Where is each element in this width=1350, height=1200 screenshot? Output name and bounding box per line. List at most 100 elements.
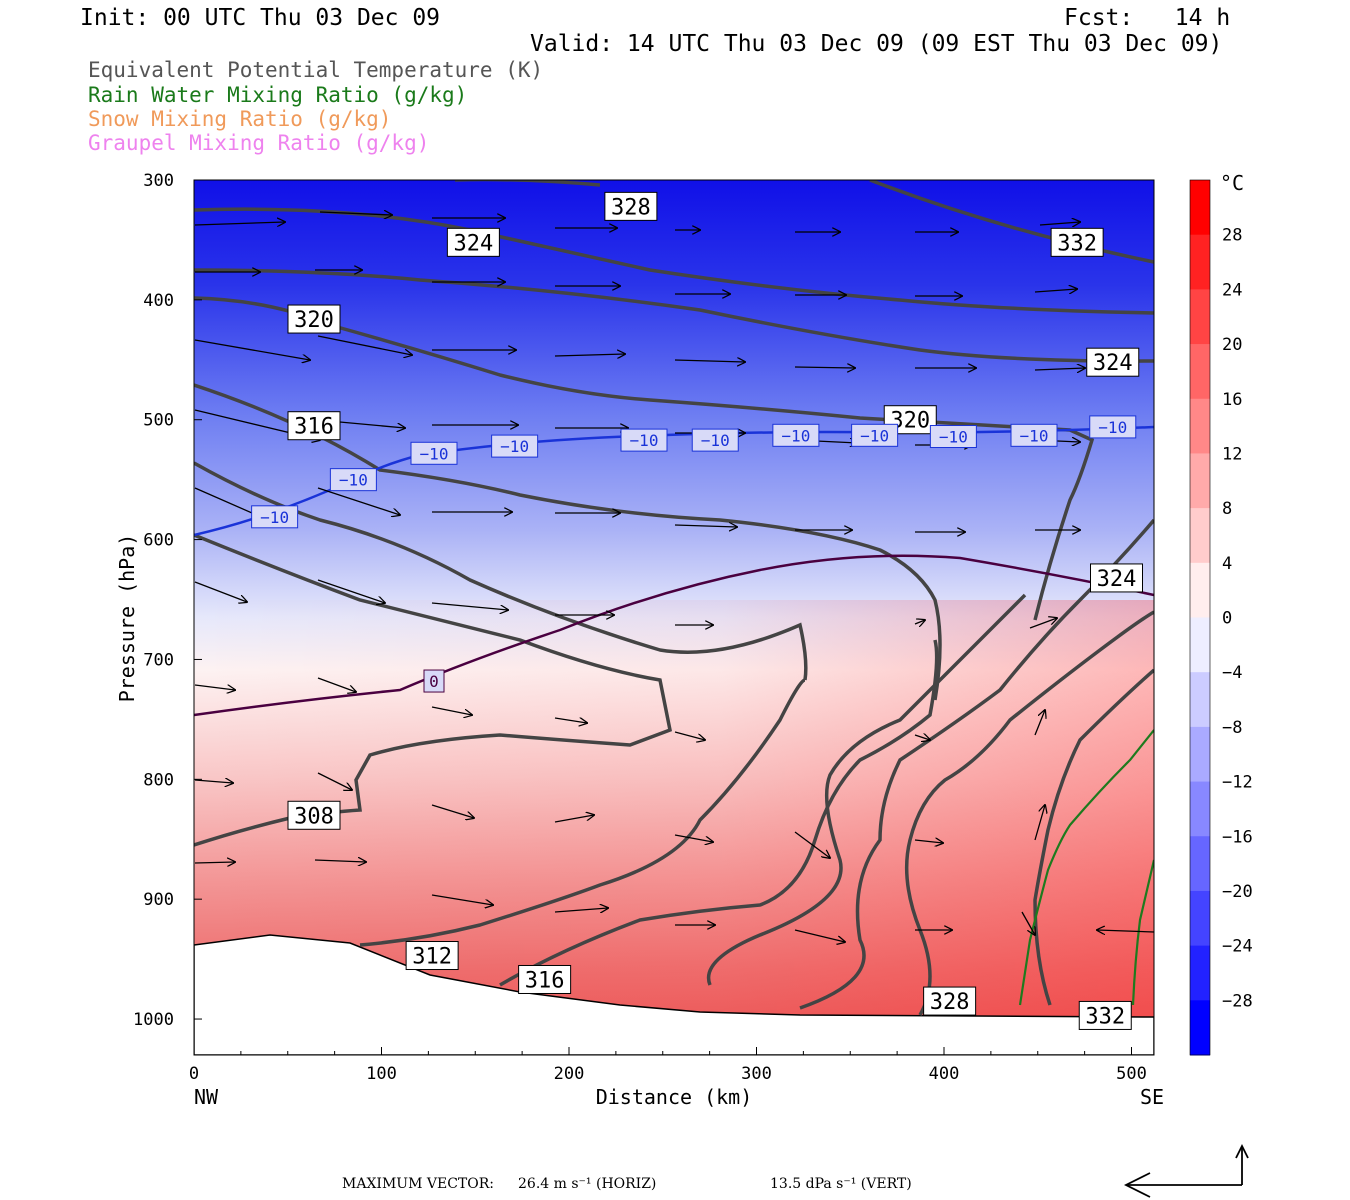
wind-vector — [1029, 618, 1057, 629]
theta-e-label: 316 — [525, 968, 565, 993]
temp-label-box — [491, 434, 539, 458]
temp-label-box — [620, 428, 668, 452]
temp-label-box — [1089, 415, 1137, 439]
colorbar-swatch — [1190, 289, 1210, 345]
colorbar-swatch — [1190, 344, 1210, 400]
theta-e-label-box — [1078, 1000, 1132, 1030]
y-axis-label: Pressure (hPa) — [115, 534, 139, 703]
wind-vector — [194, 780, 233, 783]
y-tick-label: 500 — [143, 411, 174, 431]
wind-vector — [1034, 289, 1077, 292]
wind-vector — [431, 706, 472, 715]
legend-snow: Snow Mixing Ratio (g/kg) — [88, 107, 392, 131]
wind-vector — [1034, 710, 1045, 736]
wind-vector — [674, 525, 737, 527]
y-tick-label: 900 — [143, 890, 174, 910]
theta-e-label: 328 — [611, 195, 651, 220]
temp-label: −10 — [1098, 418, 1127, 437]
theta-e-label-box — [1090, 563, 1143, 593]
colorbar-tick-label: 28 — [1222, 226, 1242, 246]
colorbar-tick-label: 12 — [1222, 444, 1242, 464]
temp-label: −10 — [1020, 426, 1049, 445]
wind-vector — [794, 831, 830, 858]
wind-vector — [431, 602, 508, 610]
x-tick-label: 300 — [741, 1064, 772, 1084]
theta-e-label-box — [405, 941, 459, 971]
temp-label-box — [1010, 423, 1058, 447]
theta-e-label-box — [923, 986, 977, 1016]
colorbar-tick-label: −24 — [1222, 937, 1253, 957]
x-tick-label: 200 — [554, 1064, 585, 1084]
theta-e-label-box — [446, 227, 500, 257]
colorbar-swatch — [1190, 398, 1210, 454]
temp-label: −10 — [420, 444, 449, 463]
wind-vector — [554, 718, 587, 723]
wind-vector — [914, 735, 930, 740]
colorbar-swatch — [1190, 234, 1210, 290]
wind-vector — [194, 581, 247, 602]
wind-vector — [319, 212, 392, 215]
theta-e-label-box — [1050, 227, 1104, 257]
y-tick-label: 300 — [143, 171, 174, 191]
theta-e-label: 332 — [1057, 231, 1097, 256]
theta-e-label: 308 — [294, 804, 334, 829]
temperature-field — [194, 180, 1154, 1055]
temp-label-box — [851, 423, 899, 447]
colorbar-tick-label: 0 — [1222, 609, 1232, 629]
y-tick-label: 700 — [143, 650, 174, 670]
temp-label: 0 — [429, 672, 439, 691]
wind-vector — [317, 579, 385, 603]
temp-label-box — [329, 468, 377, 492]
pressure-axis: 300 400 500 600 700 800 900 1000 — [133, 171, 202, 1030]
wind-vector — [431, 804, 474, 818]
init-time: Init: 00 UTC Thu 03 Dec 09 — [80, 5, 441, 31]
theta-e-label: 324 — [454, 231, 494, 256]
colorbar-tick-label: 4 — [1222, 554, 1232, 574]
x-tick-label: 100 — [366, 1064, 397, 1084]
y-tick-label: 800 — [143, 770, 174, 790]
colorbar-swatch — [1190, 890, 1210, 947]
colorbar-tick-label: 16 — [1222, 390, 1242, 410]
colorbar-swatch — [1190, 726, 1210, 783]
wind-vector — [794, 929, 845, 942]
colorbar-swatch — [1190, 672, 1210, 728]
theta-e-label-box — [604, 191, 658, 221]
wind-vector — [1021, 911, 1035, 935]
wind-vector — [794, 367, 855, 368]
x-left-label: NW — [194, 1085, 219, 1109]
theta-e-label-box — [518, 964, 572, 994]
max-vector-key — [1123, 1143, 1249, 1198]
wind-vector — [914, 840, 943, 843]
wind-vector — [1097, 930, 1154, 932]
legend-theta-e: Equivalent Potential Temperature (K) — [88, 58, 544, 82]
colorbar-swatch — [1190, 508, 1210, 564]
max-vector-vert: 13.5 dPa s⁻¹ (VERT) — [770, 1176, 912, 1192]
temp-label-box — [691, 428, 739, 452]
wind-vector — [674, 360, 745, 362]
colorbar-tick-label: −20 — [1222, 882, 1253, 902]
temp-label: −10 — [630, 431, 659, 450]
temp-label: −10 — [339, 471, 368, 490]
colorbar-swatch — [1190, 1000, 1210, 1056]
colorbar-tick-label: 24 — [1222, 280, 1242, 300]
temp-label: −10 — [781, 426, 810, 445]
theta-e-label-box — [287, 800, 341, 830]
temp-label-box — [423, 669, 445, 693]
colorbar-tick-label: −4 — [1222, 663, 1242, 683]
terrain — [194, 934, 1154, 1055]
temp-label: −10 — [260, 508, 289, 527]
forecast-hour: Fcst: 14 h — [1064, 5, 1231, 31]
temp-label: −10 — [701, 431, 730, 450]
max-vector-label: MAXIMUM VECTOR: — [342, 1176, 494, 1192]
theta-e-label-box — [287, 304, 341, 334]
wind-vectors — [194, 212, 1154, 942]
wind-vector — [554, 815, 594, 823]
x-tick-label: 400 — [929, 1064, 960, 1084]
temp-label: −10 — [500, 437, 529, 456]
colorbar-tick-label: 20 — [1222, 335, 1242, 355]
wind-vector — [674, 731, 705, 740]
temp-label-box — [772, 423, 820, 447]
y-tick-label: 600 — [143, 531, 174, 551]
y-tick-label: 400 — [143, 291, 174, 311]
